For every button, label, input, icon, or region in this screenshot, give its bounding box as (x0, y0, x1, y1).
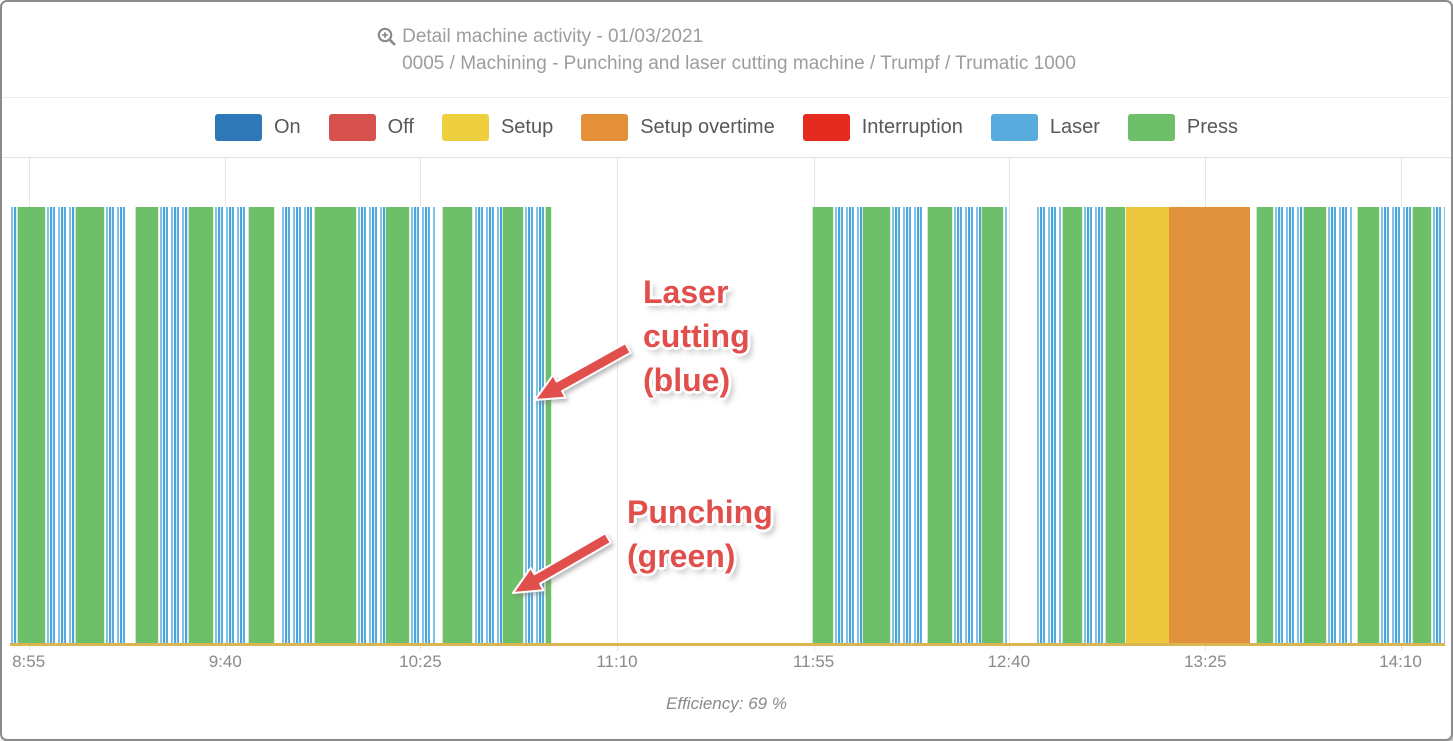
segment-press (1411, 207, 1433, 643)
legend-item-off[interactable]: Off (328, 114, 414, 141)
legend-swatch (328, 114, 376, 141)
segment-press (314, 207, 358, 643)
legend-label: Setup (500, 116, 554, 138)
segment-press (1357, 207, 1381, 643)
x-tick-label: 9:40 (208, 652, 242, 671)
segment-press (981, 207, 1005, 643)
legend-label: Laser (1049, 116, 1100, 138)
segment-laser (1327, 207, 1354, 643)
segment-press (1255, 207, 1275, 643)
legend-swatch (581, 114, 629, 141)
segment-press (441, 207, 474, 643)
segment-idle (128, 207, 135, 643)
segment-laser (833, 207, 863, 643)
annotation-punching: Punching (green) (627, 494, 773, 574)
x-tick-label: 8:55 (12, 652, 46, 671)
legend-item-press[interactable]: Press (1127, 114, 1239, 141)
legend-swatch (441, 114, 489, 141)
segment-press (926, 207, 953, 643)
legend-swatch (990, 114, 1038, 141)
segment-laser (473, 207, 503, 643)
zoom-in-icon[interactable] (377, 27, 396, 46)
chart-legend: On Off Setup Setup overtime Interruption Lase… (2, 114, 1451, 158)
machine-subtitle: 0005 / Machining - Punching and laser cu… (402, 53, 1076, 74)
segment-press (502, 207, 524, 643)
segment-laser (357, 207, 385, 643)
segment-idle (435, 207, 442, 643)
segment-laser (104, 207, 128, 643)
legend-swatch (1127, 114, 1175, 141)
chart-header: Detail machine activity - 01/03/2021 000… (2, 2, 1451, 98)
gridline (617, 158, 618, 651)
segment-laser (281, 207, 315, 643)
legend-label: Off (387, 116, 414, 138)
segment-press (1302, 207, 1328, 643)
segment-laser (1274, 207, 1303, 643)
x-tick-label: 11:55 (792, 652, 835, 671)
legend-item-setup[interactable]: Setup (441, 114, 554, 141)
legend-swatch (802, 114, 850, 141)
segment-laser (213, 207, 249, 643)
segment-laser (891, 207, 923, 643)
segment-press (1061, 207, 1084, 643)
segment-setup_overtime (1169, 207, 1250, 643)
segment-press (187, 207, 214, 643)
x-tick-label: 14:10 (1379, 652, 1422, 671)
segment-laser (10, 207, 18, 643)
segment-press (545, 207, 553, 643)
segment-press (134, 207, 160, 643)
segment-laser (523, 207, 546, 643)
segment-laser (45, 207, 75, 643)
segment-press (812, 207, 834, 643)
activity-timeline-chart[interactable]: 8:55 9:40 10:25 11:10 11:55 12:40 13:25 14:10 E… (2, 158, 1451, 737)
x-tick-label: 12:40 (987, 652, 1031, 671)
segment-laser (1380, 207, 1412, 643)
legend-label: Setup overtime (640, 116, 775, 138)
x-tick-label: 10:25 (399, 652, 442, 671)
legend-label: Press (1186, 116, 1239, 138)
timeline-plot (10, 207, 1445, 646)
efficiency-label: Efficiency: 69 % (666, 694, 787, 713)
x-tick-label: 13:25 (1184, 652, 1227, 671)
page-title: Detail machine activity - 01/03/2021 (402, 25, 704, 47)
segment-press (74, 207, 105, 643)
x-axis: 8:55 9:40 10:25 11:10 11:55 12:40 13:25 14:10 (10, 652, 1445, 676)
segment-press (862, 207, 892, 643)
segment-press (1104, 207, 1127, 643)
gridline (1008, 158, 1010, 651)
legend-label: Interruption (861, 116, 963, 138)
title-block: Detail machine activity - 01/03/2021 000… (377, 23, 1076, 77)
segment-laser (1036, 207, 1062, 643)
legend-swatch (214, 114, 262, 141)
legend-item-on[interactable]: On (214, 114, 301, 141)
segment-laser (1432, 207, 1445, 643)
segment-laser (410, 207, 435, 643)
axis-baseline (10, 643, 1445, 646)
segment-setup (1126, 207, 1170, 643)
segment-press (17, 207, 46, 643)
segment-press (248, 207, 276, 643)
segment-laser (952, 207, 982, 643)
legend-item-laser[interactable]: Laser (990, 114, 1100, 141)
segment-laser (159, 207, 188, 643)
legend-item-setup-overtime[interactable]: Setup overtime (581, 114, 775, 141)
segment-laser (1004, 207, 1008, 643)
annotation-laser-cutting: Laser cutting (blue) (643, 274, 750, 398)
segment-press (384, 207, 411, 643)
x-tick-label: 11:10 (596, 652, 638, 671)
legend-item-interruption[interactable]: Interruption (802, 114, 963, 141)
segment-idle (1007, 207, 1036, 643)
legend-label: On (273, 116, 301, 138)
segment-laser (1083, 207, 1105, 643)
